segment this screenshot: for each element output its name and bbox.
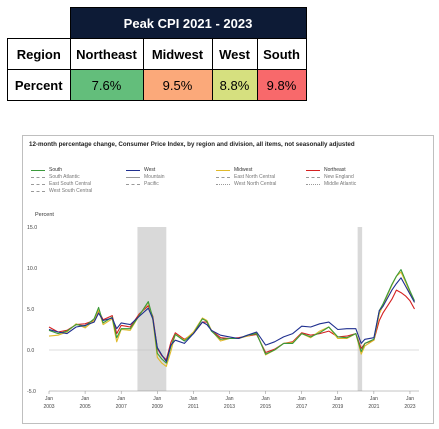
- legend-label: Mountain: [144, 174, 165, 180]
- legend-label: Midwest: [234, 167, 253, 173]
- region-south-header: South: [256, 38, 307, 70]
- x-tick-year-label: 2005: [80, 404, 91, 410]
- x-tick-year-label: 2021: [368, 404, 379, 410]
- region-west-header: West: [211, 38, 258, 70]
- legend-swatch: [31, 190, 45, 192]
- recession-band: [357, 227, 363, 391]
- peak-cpi-table: Peak CPI 2021 - 2023 Region Northeast Mi…: [7, 7, 307, 101]
- legend-swatch: [306, 169, 320, 171]
- cpi-chart-panel: 12-month percentage change, Consumer Pri…: [22, 135, 434, 424]
- x-tick-year-label: 2015: [260, 404, 271, 410]
- legend-label: East South Central: [49, 181, 91, 187]
- row-header-percent: Percent: [7, 69, 71, 101]
- x-tick-year-label: 2017: [296, 404, 307, 410]
- legend-item-division: Pacific: [126, 181, 159, 187]
- legend-swatch: [31, 176, 45, 178]
- legend-item-division: West South Central: [31, 188, 92, 194]
- legend-swatch: [306, 183, 320, 185]
- y-tick-label: 10.0: [27, 266, 37, 272]
- y-tick-label: 5.0: [27, 307, 34, 313]
- legend-item-division: South Atlantic: [31, 174, 80, 180]
- legend-item-west: West: [126, 167, 155, 173]
- legend-label: South Atlantic: [49, 174, 80, 180]
- legend-label: West: [144, 167, 156, 173]
- x-tick-month-label: Jan: [189, 396, 197, 402]
- row-header-region: Region: [7, 38, 71, 70]
- x-tick-month-label: Jan: [298, 396, 306, 402]
- legend-swatch: [216, 169, 230, 171]
- legend-item-northeast: Northeast: [306, 167, 346, 173]
- legend-item-division: East South Central: [31, 181, 91, 187]
- midwest-percent-cell: 9.5%: [142, 69, 213, 101]
- legend-item-midwest: Midwest: [216, 167, 252, 173]
- legend-item-division: Mountain: [126, 174, 165, 180]
- x-tick-year-label: 2007: [116, 404, 127, 410]
- region-northeast-header: Northeast: [69, 38, 144, 70]
- legend-label: South: [49, 167, 63, 173]
- legend-label: Northeast: [324, 167, 346, 173]
- legend-swatch: [126, 176, 140, 178]
- y-tick-label: 15.0: [27, 225, 37, 231]
- x-tick-month-label: Jan: [117, 396, 125, 402]
- legend-swatch: [306, 176, 320, 178]
- west-percent-cell: 8.8%: [211, 69, 258, 101]
- y-axis-label: Percent: [35, 212, 54, 218]
- legend-item-division: New England: [306, 174, 354, 180]
- y-tick-label: 0.0: [27, 348, 34, 354]
- x-tick-month-label: Jan: [153, 396, 161, 402]
- northeast-percent-cell: 7.6%: [69, 69, 144, 101]
- legend-item-division: West North Central: [216, 181, 276, 187]
- x-tick-month-label: Jan: [262, 396, 270, 402]
- region-midwest-header: Midwest: [142, 38, 213, 70]
- x-tick-year-label: 2013: [224, 404, 235, 410]
- legend-item-south: South: [31, 167, 62, 173]
- legend-item-division: Middle Atlantic: [306, 181, 356, 187]
- y-tick-label: -5.0: [27, 389, 36, 395]
- series-line-midwest: [48, 271, 415, 367]
- table-corner: [8, 8, 71, 39]
- legend-label: Middle Atlantic: [324, 181, 357, 187]
- legend-swatch: [31, 183, 45, 185]
- legend-swatch: [216, 176, 230, 178]
- legend-swatch: [126, 169, 140, 171]
- x-tick-month-label: Jan: [225, 396, 233, 402]
- series-line-south: [48, 269, 415, 364]
- legend-label: New England: [324, 174, 354, 180]
- x-tick-month-label: Jan: [45, 396, 53, 402]
- south-percent-cell: 9.8%: [256, 69, 307, 101]
- cpi-line-chart: 15.0 10.0 5.0 0.0 -5.0 Jan 2003 Jan 2005 Jan 2007 J…: [27, 225, 419, 410]
- x-tick-year-label: 2003: [43, 404, 54, 410]
- legend-swatch: [126, 183, 140, 185]
- chart-title: 12-month percentage change, Consumer Pri…: [29, 141, 355, 148]
- legend-label: West South Central: [49, 188, 93, 194]
- recession-band: [137, 227, 167, 391]
- series-line-west: [48, 277, 415, 363]
- legend-item-division: East North Central: [216, 174, 275, 180]
- x-tick-year-label: 2011: [188, 404, 199, 410]
- table-title: Peak CPI 2021 - 2023: [69, 7, 307, 39]
- legend-swatch: [31, 169, 45, 171]
- legend-label: Pacific: [144, 181, 159, 187]
- x-tick-month-label: Jan: [370, 396, 378, 402]
- x-tick-year-label: 2019: [332, 404, 343, 410]
- legend-label: East North Central: [234, 174, 276, 180]
- x-tick-month-label: Jan: [81, 396, 89, 402]
- x-tick-month-label: Jan: [334, 396, 342, 402]
- x-tick-year-label: 2023: [404, 404, 415, 410]
- legend-swatch: [216, 183, 230, 185]
- x-tick-month-label: Jan: [406, 396, 414, 402]
- x-tick-year-label: 2009: [152, 404, 163, 410]
- legend-label: West North Central: [234, 181, 277, 187]
